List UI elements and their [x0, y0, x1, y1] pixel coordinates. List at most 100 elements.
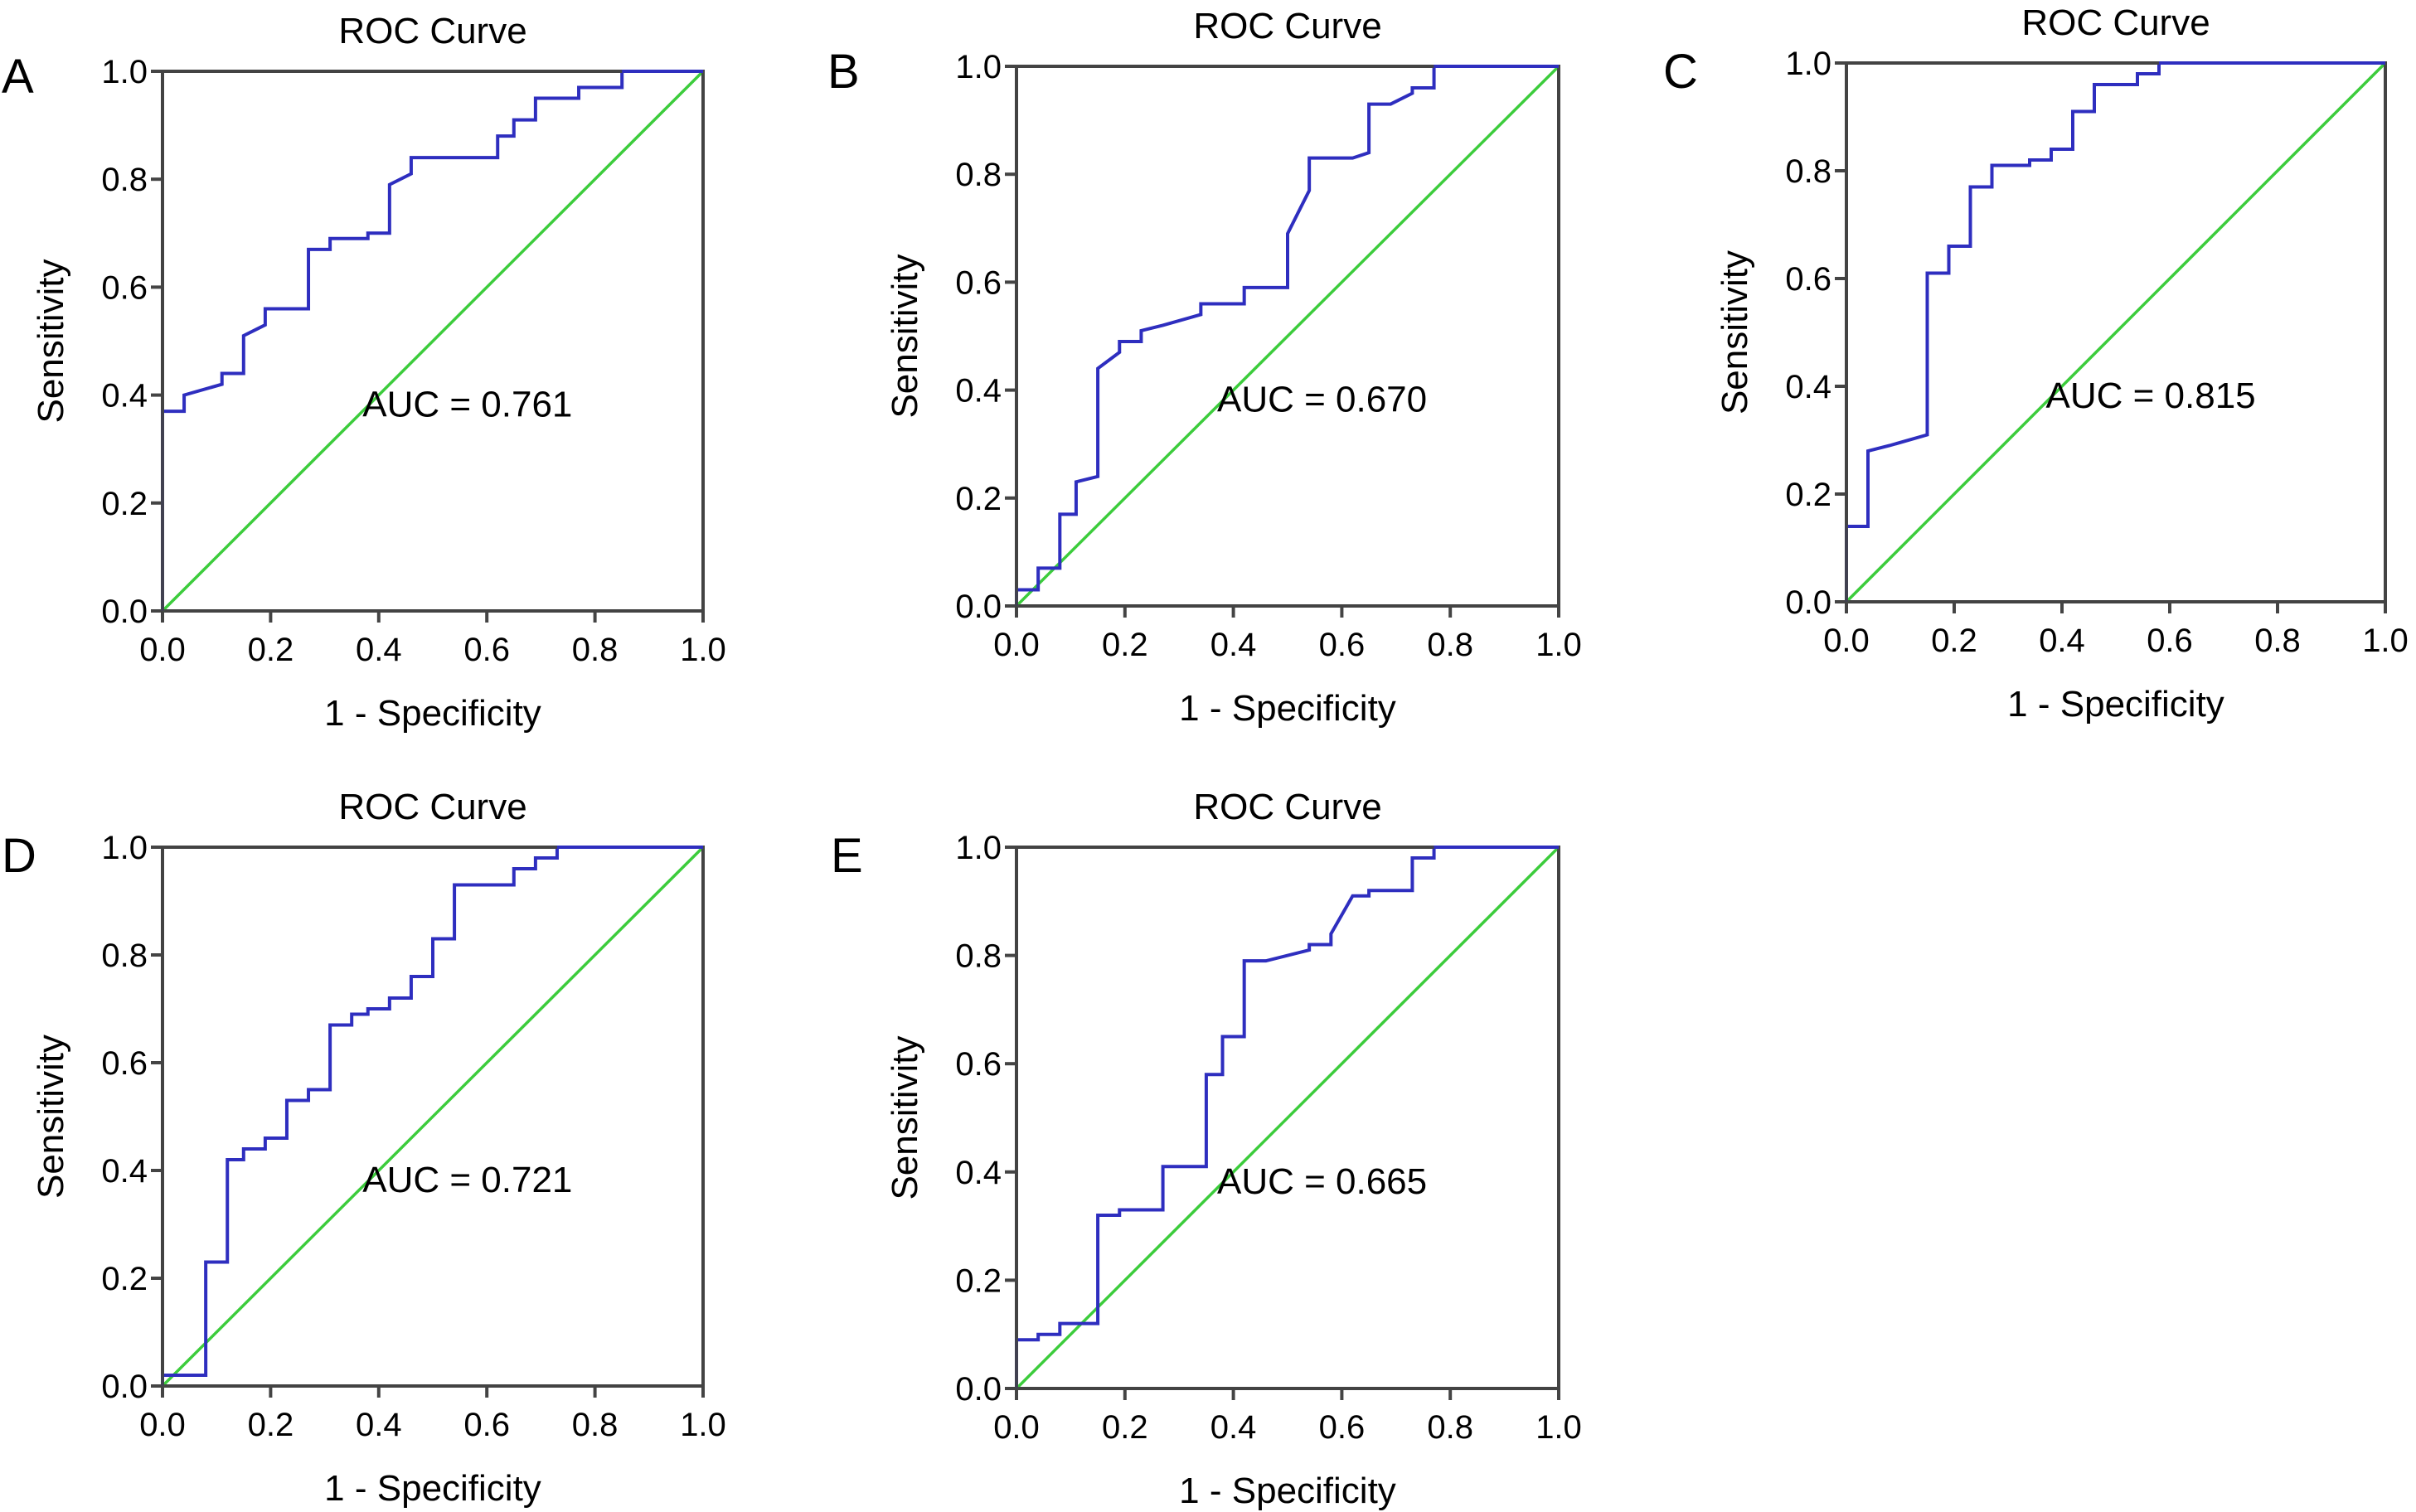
- y-tick-label: 0.6: [955, 264, 1002, 301]
- x-tick-label: 0.0: [1823, 623, 1870, 659]
- y-tick-label: 0.4: [955, 373, 1002, 410]
- auc-annotation: AUC = 0.761: [362, 385, 572, 425]
- x-tick-label: 0.0: [139, 632, 186, 668]
- y-tick-label: 0.6: [101, 269, 148, 306]
- x-tick-label: 0.2: [1102, 1409, 1148, 1446]
- y-tick-label: 1.0: [101, 54, 148, 90]
- x-tick-label: 0.8: [2254, 623, 2301, 659]
- x-tick-label: 0.0: [139, 1407, 186, 1443]
- x-axis-label: 1 - Specificity: [324, 693, 541, 734]
- x-axis-label: 1 - Specificity: [2007, 684, 2224, 724]
- y-tick-label: 0.0: [101, 594, 148, 630]
- x-tick-label: 0.0: [993, 627, 1040, 663]
- x-tick-label: 0.2: [1931, 623, 1977, 659]
- y-tick-label: 0.8: [101, 162, 148, 198]
- y-tick-label: 0.8: [955, 938, 1002, 975]
- plot-frame-overlay: [1015, 846, 1560, 1390]
- reference-line: [1015, 846, 1560, 1390]
- x-tick-label: 0.4: [2039, 623, 2085, 659]
- y-tick-label: 0.8: [1785, 153, 1831, 190]
- y-tick-label: 0.0: [955, 1371, 1002, 1408]
- x-tick-label: 1.0: [680, 632, 726, 668]
- roc-curve-line: [161, 70, 703, 611]
- reference-line: [161, 70, 705, 613]
- y-tick-label: 1.0: [101, 830, 148, 866]
- y-tick-label: 0.2: [955, 1262, 1002, 1299]
- y-tick-label: 0.6: [1785, 261, 1831, 298]
- chart-title: ROC Curve: [338, 787, 526, 827]
- x-tick-label: 0.6: [1319, 1409, 1366, 1446]
- y-tick-label: 0.4: [101, 1153, 148, 1190]
- x-tick-label: 0.4: [1210, 627, 1257, 663]
- roc-curve-line: [1015, 65, 1559, 606]
- y-axis-label: Sensitivity: [31, 1035, 71, 1199]
- chart-title: ROC Curve: [1193, 787, 1381, 827]
- panel-letter: A: [2, 50, 34, 104]
- y-tick-label: 0.2: [955, 481, 1002, 517]
- x-tick-label: 0.6: [2147, 623, 2193, 659]
- y-tick-label: 0.2: [1785, 477, 1831, 513]
- y-axis-label: Sensitivity: [885, 254, 925, 418]
- y-tick-label: 0.0: [101, 1369, 148, 1405]
- y-tick-label: 0.4: [955, 1155, 1002, 1191]
- y-tick-label: 1.0: [1785, 46, 1831, 82]
- panel-letter: E: [831, 829, 863, 883]
- panel-letter: B: [827, 45, 860, 99]
- x-tick-label: 0.6: [1319, 627, 1366, 663]
- y-tick-label: 0.0: [1785, 584, 1831, 621]
- panel-letter: C: [1663, 45, 1698, 99]
- auc-annotation: AUC = 0.721: [362, 1160, 572, 1200]
- auc-annotation: AUC = 0.670: [1217, 380, 1427, 420]
- y-tick-label: 0.4: [1785, 369, 1831, 405]
- roc-curve-line: [1845, 61, 2385, 602]
- y-axis-label: Sensitivity: [1715, 250, 1755, 414]
- roc-panel-e: E ROC Curve 0.0 0.2 0.4 0.6 0.8 1.0 0.0 0.2 0.4 0.6…: [831, 787, 1582, 1511]
- auc-annotation: AUC = 0.665: [1217, 1161, 1427, 1202]
- chart-title: ROC Curve: [2021, 2, 2210, 43]
- x-tick-label: 0.0: [993, 1409, 1040, 1446]
- x-tick-label: 0.2: [1102, 627, 1148, 663]
- x-axis-label: 1 - Specificity: [324, 1468, 541, 1509]
- y-tick-label: 0.0: [955, 589, 1002, 625]
- roc-panel-d: D ROC Curve 0.0 0.2 0.4 0.6 0.8 1.0 0.0 0.2 0.4 0.6…: [2, 787, 726, 1509]
- y-tick-label: 1.0: [955, 830, 1002, 866]
- x-tick-label: 0.8: [1427, 1409, 1473, 1446]
- roc-panel-a: A ROC Curve 0.0 0.2 0.4 0.6 0.8 1.0 0.0 0.2 0.4 0.6…: [2, 11, 726, 734]
- x-tick-label: 1.0: [1535, 1409, 1582, 1446]
- x-tick-label: 0.4: [1210, 1409, 1257, 1446]
- plot-frame-overlay: [1015, 65, 1560, 608]
- y-tick-label: 0.8: [955, 157, 1002, 193]
- y-tick-label: 1.0: [955, 49, 1002, 85]
- auc-annotation: AUC = 0.815: [2046, 376, 2256, 416]
- x-tick-label: 0.8: [1427, 627, 1473, 663]
- roc-panel-c: C ROC Curve 0.0 0.2 0.4 0.6 0.8 1.0 0.0 0.2 0.4 0.6…: [1663, 2, 2409, 724]
- reference-line: [1845, 61, 2387, 603]
- y-tick-label: 0.4: [101, 378, 148, 414]
- x-tick-label: 0.4: [356, 632, 402, 668]
- plot-frame-overlay: [161, 846, 705, 1388]
- reference-line: [1015, 65, 1560, 608]
- roc-curve-line: [1015, 846, 1559, 1388]
- y-tick-label: 0.8: [101, 938, 148, 974]
- plot-frame-overlay: [161, 70, 705, 613]
- x-tick-label: 0.6: [463, 1407, 510, 1443]
- y-axis-label: Sensitivity: [885, 1035, 925, 1199]
- plot-frame-overlay: [1845, 61, 2387, 603]
- x-tick-label: 0.2: [248, 1407, 294, 1443]
- roc-curve-line: [161, 846, 703, 1386]
- x-tick-label: 0.6: [463, 632, 510, 668]
- x-tick-label: 1.0: [1535, 627, 1582, 663]
- reference-line: [161, 846, 705, 1388]
- chart-title: ROC Curve: [1193, 6, 1381, 46]
- y-tick-label: 0.2: [101, 1261, 148, 1297]
- chart-title: ROC Curve: [338, 11, 526, 51]
- x-tick-label: 1.0: [2362, 623, 2409, 659]
- roc-panel-b: B ROC Curve 0.0 0.2 0.4 0.6 0.8 1.0 0.0 0.2 0.4 0.6…: [827, 6, 1582, 729]
- y-tick-label: 0.6: [955, 1046, 1002, 1083]
- x-tick-label: 0.8: [572, 1407, 619, 1443]
- x-tick-label: 0.4: [356, 1407, 402, 1443]
- x-tick-label: 0.2: [248, 632, 294, 668]
- x-axis-label: 1 - Specificity: [1179, 1471, 1396, 1511]
- panel-letter: D: [2, 829, 36, 883]
